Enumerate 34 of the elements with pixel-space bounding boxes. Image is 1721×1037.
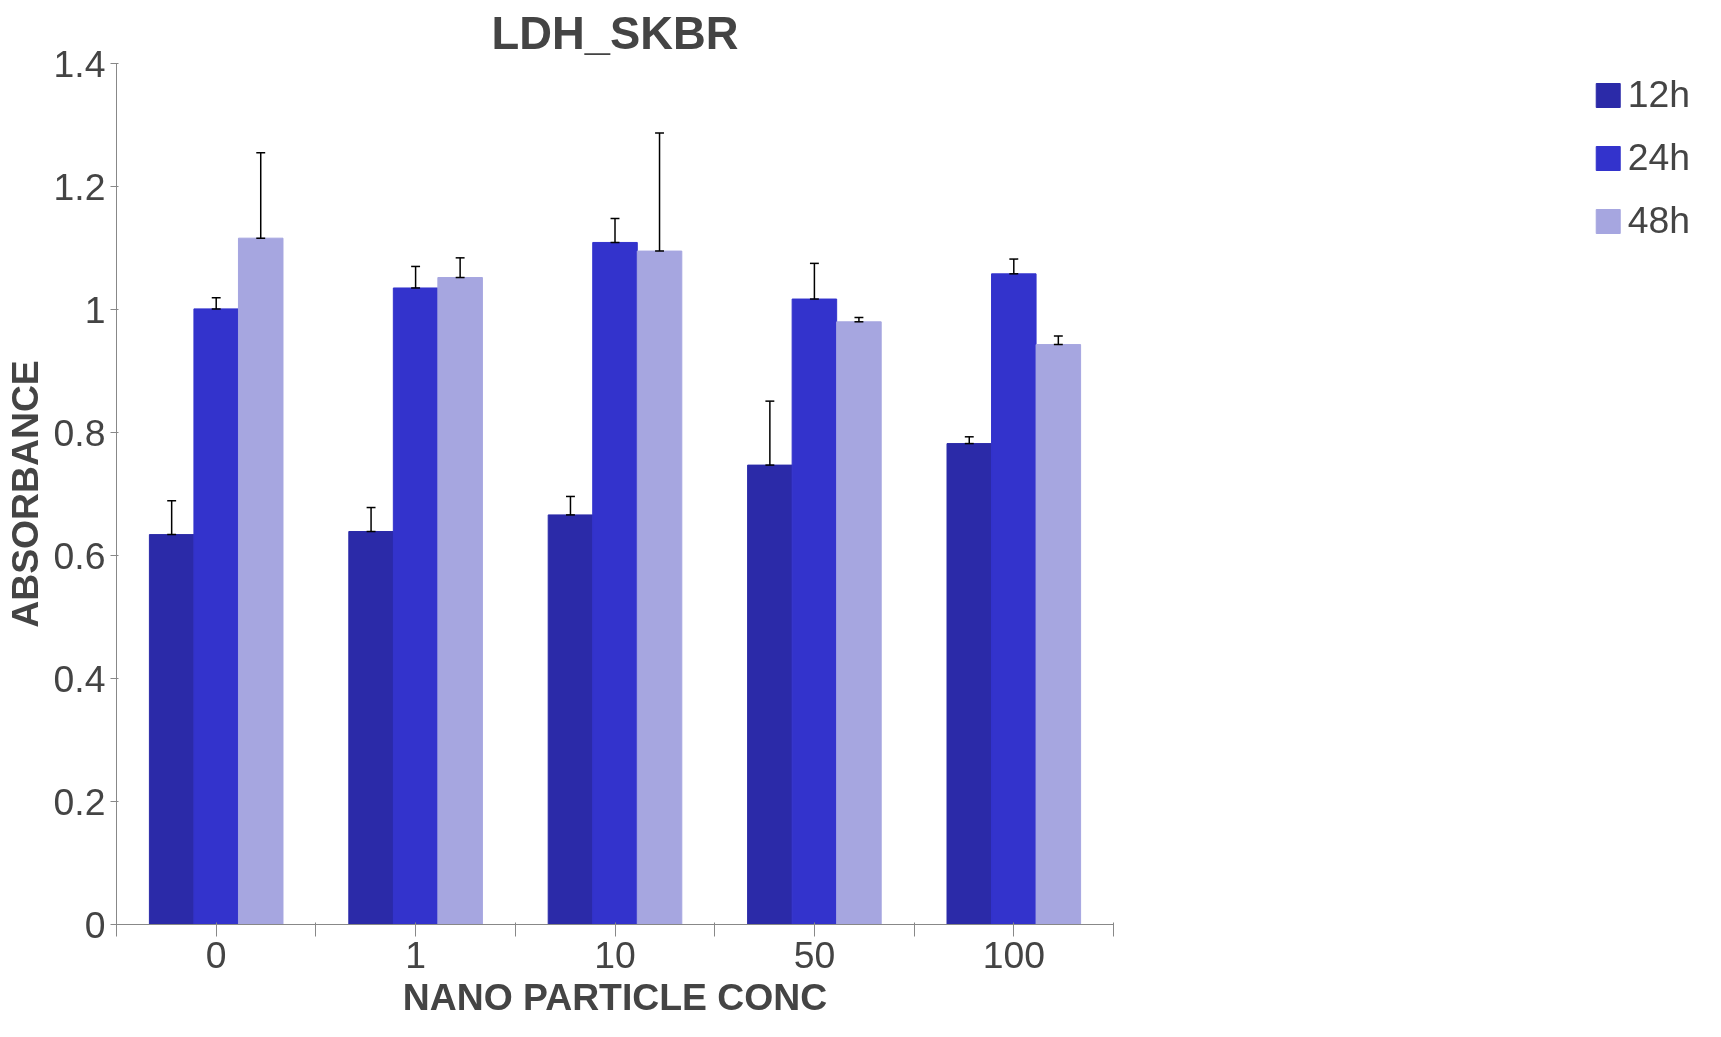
y-tick-label: 0.6	[53, 534, 106, 577]
x-tick-label: 10	[594, 933, 636, 976]
x-tick-label: 100	[982, 933, 1045, 976]
x-axis-title: NANO PARTICLE CONC	[402, 975, 828, 1018]
bar	[592, 241, 638, 925]
chart-title: LDH_SKBR	[491, 7, 739, 59]
legend-label: 12h	[1627, 73, 1690, 116]
legend-label: 48h	[1627, 199, 1690, 242]
bar	[636, 250, 683, 925]
bar	[392, 287, 439, 925]
bar	[547, 514, 594, 925]
bar	[747, 464, 793, 925]
y-tick-label: 1.4	[53, 42, 106, 85]
y-tick-label: 0	[84, 903, 106, 946]
bar	[348, 531, 394, 925]
y-tick-label: 1	[84, 288, 106, 331]
bar	[437, 277, 483, 925]
bar	[791, 298, 838, 925]
bar	[836, 321, 882, 925]
bar	[991, 273, 1037, 925]
bar	[193, 308, 239, 925]
y-tick-label: 0.8	[53, 411, 106, 454]
y-tick-label: 1.2	[53, 165, 106, 208]
bar	[1035, 344, 1082, 925]
x-tick-label: 0	[205, 933, 227, 976]
x-tick-label: 1	[405, 933, 426, 976]
y-axis-title: ABSORBANCE	[3, 360, 46, 628]
y-tick-label: 0.4	[53, 657, 106, 700]
y-tick-label: 0.2	[53, 780, 106, 823]
bar	[148, 534, 195, 925]
bar	[946, 443, 993, 925]
bar	[237, 237, 284, 925]
x-tick-label: 50	[793, 933, 836, 976]
legend-label: 24h	[1627, 136, 1690, 179]
